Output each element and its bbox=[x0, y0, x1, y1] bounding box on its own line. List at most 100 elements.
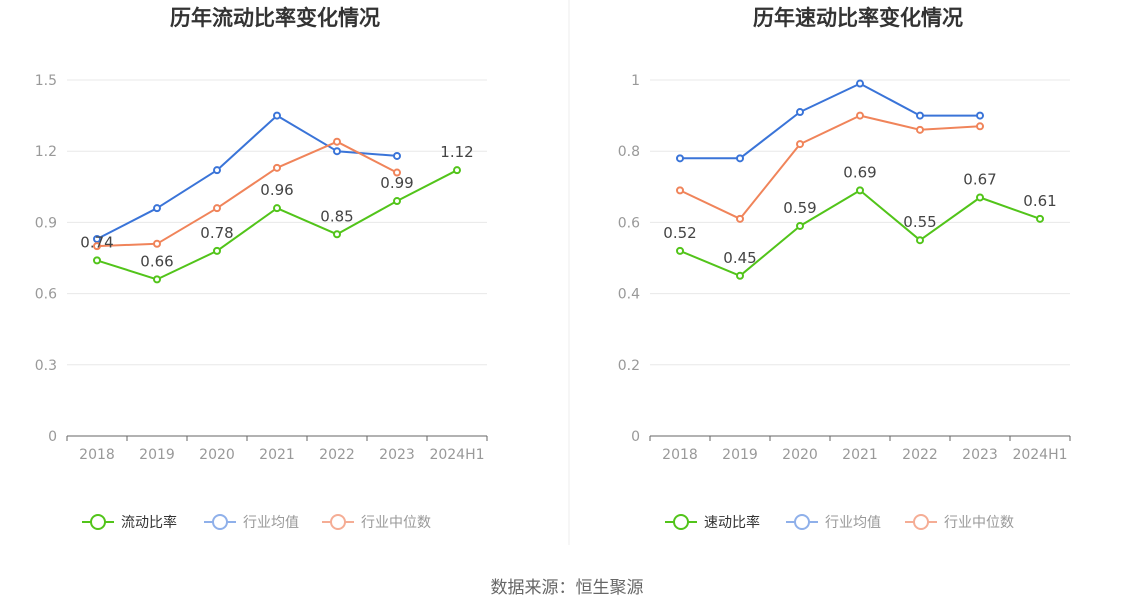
y-tick-label: 1.5 bbox=[35, 73, 57, 89]
data-point[interactable] bbox=[93, 235, 101, 244]
data-point[interactable] bbox=[273, 204, 281, 213]
series-industry-avg bbox=[676, 79, 984, 163]
data-point[interactable] bbox=[916, 111, 924, 120]
x-tick-label: 2021 bbox=[842, 447, 878, 463]
data-point[interactable] bbox=[676, 246, 684, 255]
legend-circle-icon bbox=[913, 514, 929, 530]
series-industry-median bbox=[93, 137, 401, 251]
data-point[interactable] bbox=[976, 111, 984, 120]
data-point[interactable] bbox=[736, 271, 744, 280]
data-point[interactable] bbox=[736, 214, 744, 223]
y-tick-label: 0 bbox=[631, 429, 640, 445]
data-point[interactable] bbox=[93, 242, 101, 251]
legend-label: 行业中位数 bbox=[944, 515, 1014, 531]
legend-item-industry-avg[interactable]: 行业均值 bbox=[204, 514, 299, 531]
legend-item-industry-median[interactable]: 行业中位数 bbox=[322, 514, 431, 531]
legend-label: 流动比率 bbox=[121, 514, 177, 531]
data-label: 0.67 bbox=[963, 170, 996, 188]
data-point[interactable] bbox=[736, 154, 744, 163]
data-point[interactable] bbox=[856, 111, 864, 120]
y-tick-label: 0.2 bbox=[618, 358, 640, 374]
chart-panel-2: 历年速动比率变化情况 0 0.2 0.4 0.6 0.8 1 2018 2019 2020 2021… bbox=[618, 6, 1071, 531]
x-tick-label: 2023 bbox=[962, 447, 998, 463]
data-label: 0.61 bbox=[1023, 192, 1056, 210]
data-label: 0.45 bbox=[723, 249, 756, 267]
legend-item-industry-avg[interactable]: 行业均值 bbox=[786, 514, 881, 531]
x-tick-label: 2022 bbox=[319, 447, 355, 463]
data-point[interactable] bbox=[796, 140, 804, 149]
data-point[interactable] bbox=[333, 230, 341, 239]
data-point[interactable] bbox=[856, 79, 864, 88]
data-point[interactable] bbox=[976, 122, 984, 131]
data-point[interactable] bbox=[273, 163, 281, 172]
data-point[interactable] bbox=[676, 154, 684, 163]
data-point[interactable] bbox=[796, 108, 804, 117]
x-tick-label: 2020 bbox=[199, 447, 235, 463]
legend-circle-icon bbox=[90, 514, 106, 530]
y-tick-label: 0.6 bbox=[618, 215, 640, 231]
data-label: 0.59 bbox=[783, 199, 816, 217]
x-tick-label: 2019 bbox=[139, 447, 175, 463]
data-point[interactable] bbox=[453, 166, 461, 175]
x-tick-label: 2018 bbox=[662, 447, 698, 463]
data-point[interactable] bbox=[153, 239, 161, 248]
y-tick-label: 0.8 bbox=[618, 144, 640, 160]
series-line bbox=[680, 82, 980, 160]
y-tick-label: 0 bbox=[48, 429, 57, 445]
data-point[interactable] bbox=[676, 186, 684, 195]
x-tick-label: 2019 bbox=[722, 447, 758, 463]
x-tick-label: 2023 bbox=[379, 447, 415, 463]
y-tick-label: 1 bbox=[631, 73, 640, 89]
legend-label: 速动比率 bbox=[704, 514, 760, 531]
data-label: 0.99 bbox=[380, 174, 413, 192]
x-tick-label: 2024H1 bbox=[429, 447, 484, 463]
series-industry-median bbox=[676, 111, 984, 223]
y-tick-label: 0.9 bbox=[35, 215, 57, 231]
series-industry-avg bbox=[93, 111, 401, 244]
legend-circle-icon bbox=[673, 514, 689, 530]
data-label: 0.52 bbox=[663, 224, 696, 242]
legend-label: 行业均值 bbox=[825, 515, 881, 531]
data-point[interactable] bbox=[93, 256, 101, 265]
data-point[interactable] bbox=[976, 193, 984, 202]
data-point[interactable] bbox=[153, 204, 161, 213]
data-point[interactable] bbox=[916, 236, 924, 245]
source-caption: 数据来源：恒生聚源 bbox=[491, 578, 644, 598]
data-point[interactable] bbox=[856, 186, 864, 195]
data-point[interactable] bbox=[393, 168, 401, 177]
chart-panel-1: 历年流动比率变化情况 0 0.3 0.6 0.9 1.2 1.5 2018 2019 2020 20… bbox=[35, 6, 488, 531]
data-point[interactable] bbox=[273, 111, 281, 120]
y-tick-label: 1.2 bbox=[35, 144, 57, 160]
legend-circle-icon bbox=[330, 514, 346, 530]
legend-item-primary[interactable]: 速动比率 bbox=[665, 514, 760, 531]
data-point[interactable] bbox=[213, 204, 221, 213]
data-point[interactable] bbox=[213, 246, 221, 255]
data-point[interactable] bbox=[1036, 214, 1044, 223]
legend-label: 行业均值 bbox=[243, 515, 299, 531]
series-line bbox=[96, 114, 398, 240]
x-tick-label: 2021 bbox=[259, 447, 295, 463]
legend-label: 行业中位数 bbox=[361, 515, 431, 531]
data-label: 0.55 bbox=[903, 213, 936, 231]
x-tick-label: 2022 bbox=[902, 447, 938, 463]
legend-item-primary[interactable]: 流动比率 bbox=[82, 514, 177, 531]
data-point[interactable] bbox=[333, 147, 341, 156]
x-tick-label: 2024H1 bbox=[1012, 447, 1067, 463]
data-label: 0.66 bbox=[140, 252, 173, 270]
data-point[interactable] bbox=[333, 137, 341, 146]
chart-title: 历年速动比率变化情况 bbox=[753, 6, 963, 30]
data-point[interactable] bbox=[796, 221, 804, 230]
series-primary bbox=[676, 186, 1044, 280]
data-point[interactable] bbox=[393, 151, 401, 160]
y-tick-label: 0.4 bbox=[618, 287, 640, 303]
data-point[interactable] bbox=[153, 275, 161, 284]
data-point[interactable] bbox=[213, 166, 221, 175]
data-point[interactable] bbox=[393, 197, 401, 206]
data-label: 0.69 bbox=[843, 163, 876, 181]
legend-item-industry-median[interactable]: 行业中位数 bbox=[905, 514, 1014, 531]
data-label: 0.78 bbox=[200, 224, 233, 242]
data-point[interactable] bbox=[916, 125, 924, 134]
series-primary bbox=[93, 166, 461, 284]
y-tick-label: 0.3 bbox=[35, 358, 57, 374]
